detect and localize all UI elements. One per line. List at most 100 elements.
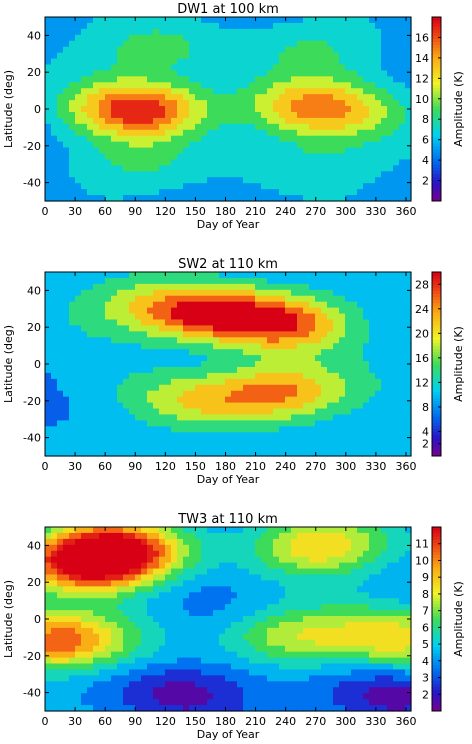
heatmap-cell bbox=[171, 123, 178, 131]
heatmap-cell bbox=[57, 313, 64, 321]
heatmap-cell bbox=[81, 527, 88, 534]
heatmap-cell bbox=[135, 396, 142, 404]
heatmap-cell bbox=[165, 450, 172, 457]
heatmap-cell bbox=[69, 111, 76, 119]
heatmap-cell bbox=[159, 319, 166, 327]
heatmap-cell bbox=[315, 117, 322, 125]
heatmap-cell bbox=[75, 598, 82, 605]
heatmap-cell bbox=[357, 64, 364, 72]
heatmap-cell bbox=[393, 141, 400, 149]
heatmap-cell bbox=[51, 22, 58, 30]
heatmap-cell bbox=[195, 289, 202, 297]
heatmap-cell bbox=[129, 639, 136, 647]
heatmap-cell bbox=[345, 402, 352, 410]
heatmap-cell bbox=[279, 283, 286, 291]
heatmap-cell bbox=[333, 22, 340, 30]
heatmap-cell bbox=[153, 633, 160, 641]
heatmap-cell bbox=[273, 450, 280, 457]
heatmap-cell bbox=[345, 117, 352, 125]
heatmap-cell bbox=[93, 450, 100, 457]
heatmap-cell bbox=[111, 141, 118, 149]
heatmap-cell bbox=[135, 544, 142, 552]
heatmap-cell bbox=[207, 604, 214, 611]
heatmap-cell bbox=[237, 106, 244, 113]
heatmap-cell bbox=[195, 28, 202, 36]
heatmap-cell bbox=[201, 117, 208, 125]
heatmap-cell bbox=[105, 396, 112, 404]
heatmap-cell bbox=[387, 343, 394, 350]
heatmap-cell bbox=[63, 40, 70, 48]
heatmap-cell bbox=[201, 414, 208, 421]
heatmap-cell bbox=[111, 40, 118, 48]
heatmap-cell bbox=[189, 616, 196, 623]
heatmap-cell bbox=[123, 538, 130, 546]
heatmap-cell bbox=[309, 378, 316, 386]
heatmap-cell bbox=[255, 319, 262, 327]
heatmap-cell bbox=[387, 301, 394, 309]
heatmap-cell bbox=[117, 307, 124, 315]
heatmap-cell bbox=[123, 195, 130, 202]
heatmap-cell bbox=[357, 366, 364, 374]
heatmap-cell bbox=[63, 663, 70, 671]
heatmap-cell bbox=[129, 538, 136, 546]
heatmap-cell bbox=[381, 147, 388, 155]
heatmap-cell bbox=[405, 390, 412, 398]
heatmap-cell bbox=[93, 574, 100, 582]
heatmap-cell bbox=[273, 141, 280, 149]
heatmap-cell bbox=[195, 610, 202, 617]
heatmap-cell bbox=[393, 384, 400, 392]
heatmap-cell bbox=[261, 384, 268, 392]
heatmap-cell bbox=[237, 438, 244, 445]
heatmap-cell bbox=[357, 384, 364, 392]
heatmap-cell bbox=[93, 402, 100, 410]
heatmap-cell bbox=[117, 331, 124, 338]
heatmap-cell bbox=[57, 307, 64, 315]
heatmap-cell bbox=[75, 562, 82, 570]
heatmap-cell bbox=[117, 627, 124, 635]
heatmap-cell bbox=[213, 117, 220, 125]
heatmap-cell bbox=[213, 693, 220, 700]
heatmap-cell bbox=[81, 301, 88, 309]
x-tick-label: 300 bbox=[335, 205, 356, 218]
heatmap-cell bbox=[177, 675, 184, 682]
heatmap-cell bbox=[75, 343, 82, 350]
heatmap-cell bbox=[99, 651, 106, 659]
heatmap-cell bbox=[315, 94, 322, 101]
heatmap-cell bbox=[195, 147, 202, 155]
heatmap-cell bbox=[153, 574, 160, 582]
heatmap-cell bbox=[315, 432, 322, 439]
heatmap-cell bbox=[345, 366, 352, 374]
x-tick-label: 60 bbox=[98, 460, 112, 473]
heatmap-cell bbox=[141, 669, 148, 676]
heatmap-cell bbox=[171, 331, 178, 338]
heatmap-cell bbox=[405, 147, 412, 155]
heatmap-cell bbox=[399, 444, 406, 451]
heatmap-cell bbox=[339, 349, 346, 356]
colorbar-segment bbox=[432, 422, 441, 426]
heatmap-cell bbox=[399, 46, 406, 54]
heatmap-cell bbox=[219, 123, 226, 131]
heatmap-cell bbox=[165, 301, 172, 309]
heatmap-cell bbox=[381, 141, 388, 149]
heatmap-cell bbox=[111, 343, 118, 350]
heatmap-cell bbox=[147, 390, 154, 398]
heatmap-cell bbox=[51, 277, 58, 285]
heatmap-cell bbox=[399, 378, 406, 386]
heatmap-cell bbox=[99, 527, 106, 534]
heatmap-cell bbox=[105, 366, 112, 374]
heatmap-cell bbox=[315, 64, 322, 72]
heatmap-cell bbox=[285, 450, 292, 457]
heatmap-cell bbox=[141, 331, 148, 338]
heatmap-cell bbox=[111, 651, 118, 659]
heatmap-cell bbox=[165, 70, 172, 77]
heatmap-cell bbox=[45, 70, 52, 77]
heatmap-cell bbox=[195, 663, 202, 671]
heatmap-cell bbox=[135, 123, 142, 131]
heatmap-cell bbox=[225, 70, 232, 77]
colorbar-segment bbox=[432, 59, 441, 64]
heatmap-cell bbox=[273, 189, 280, 196]
heatmap-cell bbox=[375, 177, 382, 184]
heatmap-cell bbox=[165, 40, 172, 48]
heatmap-cell bbox=[141, 283, 148, 291]
heatmap-cell bbox=[393, 438, 400, 445]
